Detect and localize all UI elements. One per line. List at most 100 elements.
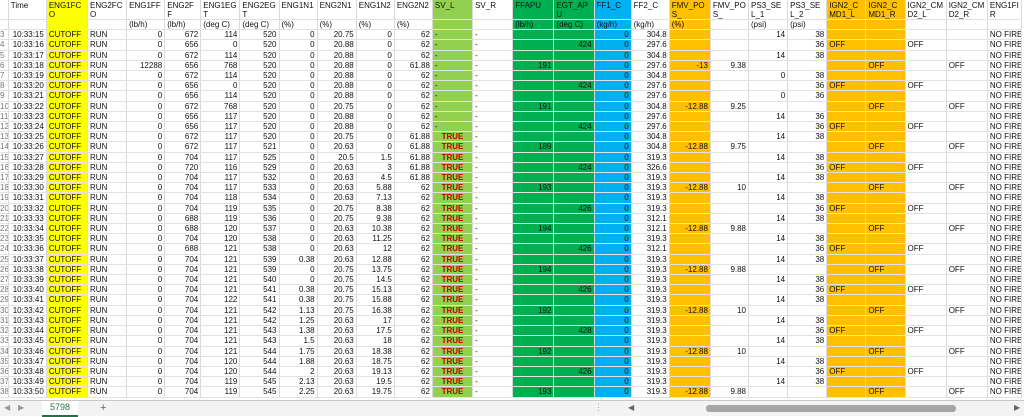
cell-ps3-sel-2[interactable]: 36 xyxy=(787,325,828,337)
cell-ffapu[interactable]: 193 xyxy=(512,386,555,398)
cell-ps3-sel-2[interactable]: 38 xyxy=(787,376,828,388)
cell-ff2-c[interactable]: 319.3 xyxy=(631,192,670,204)
cell-eng2egt[interactable]: 520 xyxy=(239,80,280,92)
cell-ff1-c[interactable]: 0 xyxy=(594,141,632,153)
cell-ff2-c[interactable]: 319.3 xyxy=(631,182,670,194)
cell-ign2-cmd2-r[interactable]: OFF xyxy=(946,101,988,112)
cell-ign2-cmd1-l[interactable] xyxy=(826,233,867,245)
cell-fmv-pos-1[interactable]: -13 xyxy=(669,60,711,72)
cell-eng1fco[interactable]: CUTOFF xyxy=(46,141,89,153)
cell-ign2-cmd1-l[interactable]: OFF xyxy=(826,203,867,214)
cell-eng2egt[interactable]: 544 xyxy=(239,346,280,357)
cell-ign2-cmd2-r[interactable] xyxy=(946,121,988,133)
cell-eng1n1[interactable]: 0 xyxy=(279,172,318,184)
cell-sv-l[interactable]: TRUE xyxy=(432,346,474,357)
cell-ign2-cmd2-r[interactable] xyxy=(946,325,988,337)
cell-sv-r[interactable]: - xyxy=(472,294,514,306)
cell-eng1n2[interactable]: 10.38 xyxy=(356,223,395,235)
cell-ign2-cmd1-l[interactable] xyxy=(826,254,867,265)
unit-egt-apu[interactable]: (deg C) xyxy=(553,19,595,31)
cell-ign2-cmd2-l[interactable] xyxy=(905,111,947,123)
cell-sv-l[interactable]: - xyxy=(432,111,474,123)
cell-eng1fire[interactable]: NO FIRE xyxy=(987,284,1023,296)
cell-sv-r[interactable]: - xyxy=(472,264,514,276)
header-eng1egt[interactable]: ENG1EGT xyxy=(200,0,241,20)
cell-fmv-pos-2[interactable] xyxy=(710,90,750,102)
cell-eng1n2[interactable]: 15.13 xyxy=(356,284,395,296)
cell-ff2-c[interactable]: 297.6 xyxy=(631,121,670,133)
cell-eng1n2[interactable]: 19.75 xyxy=(356,386,395,398)
cell-eng1fire[interactable]: NO FIRE xyxy=(987,243,1023,255)
header-ff1-c[interactable]: FF1_C xyxy=(594,0,632,20)
cell-ff2-c[interactable]: 326.6 xyxy=(631,162,670,174)
cell-eng1n1[interactable]: 2 xyxy=(279,366,318,378)
cell-ign2-cmd2-r[interactable] xyxy=(946,131,988,143)
cell-time[interactable]: 10:33:44 xyxy=(8,325,47,337)
cell-ign2-cmd2-l[interactable]: OFF xyxy=(905,203,947,214)
cell-eng2fco[interactable]: RUN xyxy=(87,90,128,102)
cell-ign2-cmd2-r[interactable] xyxy=(946,376,988,388)
cell-eng2ff[interactable]: 656 xyxy=(164,121,202,133)
cell-ign2-cmd1-l[interactable] xyxy=(826,50,867,61)
cell-eng1egt[interactable]: 119 xyxy=(200,203,241,214)
cell-ign2-cmd1-r[interactable] xyxy=(865,131,906,143)
cell-eng1n2[interactable]: 14.5 xyxy=(356,274,395,286)
cell-ign2-cmd1-r[interactable] xyxy=(865,376,906,388)
cell-ffapu[interactable] xyxy=(512,213,555,225)
cell-ign2-cmd1-r[interactable] xyxy=(865,172,906,184)
unit-ign2-cmd2-l[interactable] xyxy=(905,19,947,31)
cell-egt-apu[interactable] xyxy=(553,101,595,112)
cell-eng1egt[interactable]: 114 xyxy=(200,90,241,102)
cell-eng1fco[interactable]: CUTOFF xyxy=(46,152,89,163)
cell-eng1fire[interactable]: NO FIRE xyxy=(987,152,1023,163)
cell-sv-l[interactable]: TRUE xyxy=(432,315,474,327)
cell-eng1egt[interactable]: 121 xyxy=(200,315,241,327)
cell-eng1fire[interactable]: NO FIRE xyxy=(987,70,1023,82)
cell-ign2-cmd1-r[interactable]: OFF xyxy=(865,264,906,276)
cell-ps3-sel-1[interactable]: 14 xyxy=(748,29,789,41)
cell-ff1-c[interactable]: 0 xyxy=(594,274,632,286)
cell-ff2-c[interactable]: 312.1 xyxy=(631,243,670,255)
cell-ign2-cmd2-r[interactable] xyxy=(946,294,988,306)
cell-ign2-cmd2-r[interactable] xyxy=(946,254,988,265)
cell-eng2ff[interactable]: 672 xyxy=(164,131,202,143)
cell-ff2-c[interactable]: 297.6 xyxy=(631,111,670,123)
cell-eng1egt[interactable]: 121 xyxy=(200,335,241,347)
cell-ign2-cmd2-r[interactable] xyxy=(946,152,988,163)
cell-eng1n2[interactable]: 0 xyxy=(356,39,395,51)
cell-ps3-sel-1[interactable]: 14 xyxy=(748,294,789,306)
cell-egt-apu[interactable]: 428 xyxy=(553,325,595,337)
cell-ps3-sel-1[interactable]: 0 xyxy=(748,90,789,102)
cell-ign2-cmd2-r[interactable] xyxy=(946,90,988,102)
cell-row-number[interactable]: 28 xyxy=(0,284,9,296)
cell-eng1egt[interactable]: 121 xyxy=(200,274,241,286)
cell-eng2fco[interactable]: RUN xyxy=(87,305,128,316)
cell-eng1fco[interactable]: CUTOFF xyxy=(46,356,89,367)
cell-ffapu[interactable] xyxy=(512,233,555,245)
cell-ign2-cmd2-l[interactable] xyxy=(905,90,947,102)
cell-time[interactable]: 10:33:28 xyxy=(8,162,47,174)
header-eng2egt[interactable]: ENG2EGT xyxy=(239,0,280,20)
cell-eng1ff[interactable]: 0 xyxy=(126,233,166,245)
cell-fmv-pos-1[interactable] xyxy=(669,50,711,61)
cell-time[interactable]: 10:33:46 xyxy=(8,346,47,357)
cell-eng1fco[interactable]: CUTOFF xyxy=(46,386,89,398)
unit-eng2n2[interactable]: (%) xyxy=(394,19,433,31)
cell-eng1fire[interactable]: NO FIRE xyxy=(987,80,1023,92)
cell-ff2-c[interactable]: 319.3 xyxy=(631,233,670,245)
cell-ign2-cmd2-r[interactable] xyxy=(946,29,988,41)
cell-ff2-c[interactable]: 319.3 xyxy=(631,356,670,367)
cell-ign2-cmd2-r[interactable] xyxy=(946,366,988,378)
cell-fmv-pos-2[interactable] xyxy=(710,192,750,204)
cell-fmv-pos-1[interactable] xyxy=(669,203,711,214)
cell-eng2egt[interactable]: 521 xyxy=(239,141,280,153)
header-eng2ff[interactable]: ENG2FF xyxy=(164,0,202,20)
cell-eng1n1[interactable]: 0 xyxy=(279,162,318,174)
cell-ff2-c[interactable]: 297.6 xyxy=(631,60,670,72)
cell-sv-l[interactable]: TRUE xyxy=(432,274,474,286)
cell-ps3-sel-1[interactable] xyxy=(748,182,789,194)
cell-egt-apu[interactable] xyxy=(553,213,595,225)
cell-eng1fire[interactable]: NO FIRE xyxy=(987,346,1023,357)
cell-eng2egt[interactable]: 545 xyxy=(239,386,280,398)
cell-eng2egt[interactable]: 520 xyxy=(239,39,280,51)
